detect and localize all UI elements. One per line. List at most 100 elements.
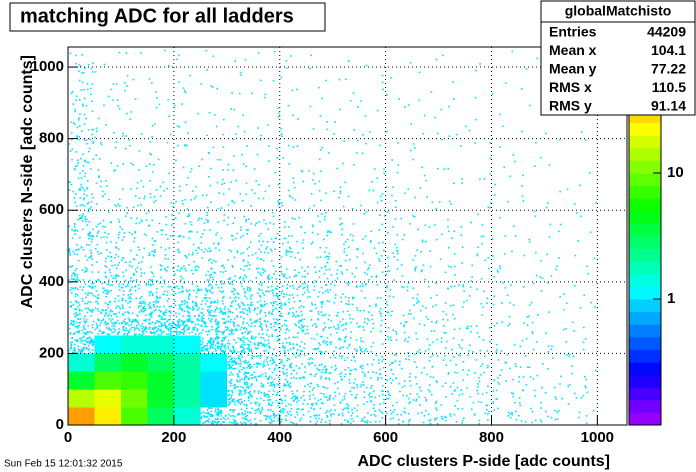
cell-dot bbox=[255, 379, 258, 382]
cell-dot bbox=[360, 348, 363, 350]
cell-dot bbox=[204, 344, 207, 347]
colorbar-band bbox=[629, 198, 661, 212]
cell-dot bbox=[398, 382, 400, 385]
cell-dot bbox=[246, 383, 248, 386]
cell-dot bbox=[320, 421, 322, 424]
cell-dot bbox=[467, 325, 469, 328]
cell-dot bbox=[207, 219, 209, 222]
cell-dot bbox=[79, 113, 81, 116]
cell-dot bbox=[128, 231, 131, 234]
cell-dot bbox=[181, 285, 184, 288]
heat-cell bbox=[341, 228, 355, 246]
cell-dot bbox=[174, 217, 177, 219]
cell-dot bbox=[240, 350, 243, 352]
cell-dot bbox=[245, 381, 248, 384]
cell-dot bbox=[151, 272, 154, 275]
cell-dot bbox=[268, 367, 271, 370]
cell-dot bbox=[471, 276, 473, 278]
cell-dot bbox=[262, 292, 264, 294]
cell-dot bbox=[344, 359, 346, 362]
cell-dot bbox=[311, 404, 314, 407]
heat-cell bbox=[413, 353, 439, 369]
cell-dot bbox=[340, 371, 343, 374]
cell-dot bbox=[416, 249, 418, 251]
heat-cell bbox=[234, 58, 247, 63]
cell-dot bbox=[254, 224, 257, 226]
cell-dot bbox=[332, 413, 335, 415]
cell-dot bbox=[155, 291, 158, 294]
cell-dot bbox=[122, 307, 124, 309]
heat-cell bbox=[547, 282, 565, 298]
cell-dot bbox=[269, 398, 272, 401]
cell-dot bbox=[310, 382, 313, 385]
heat-cell bbox=[307, 265, 333, 282]
cell-dot bbox=[231, 373, 234, 376]
heat-cell bbox=[404, 104, 410, 108]
cell-dot bbox=[259, 258, 262, 260]
cell-dot bbox=[142, 326, 145, 328]
cell-dot bbox=[281, 285, 284, 287]
cell-dot bbox=[161, 331, 164, 334]
cell-dot bbox=[86, 331, 88, 334]
cell-dot bbox=[178, 313, 180, 315]
cell-dot bbox=[244, 417, 246, 419]
cell-dot bbox=[134, 98, 137, 100]
cell-dot bbox=[79, 337, 81, 340]
cell-dot bbox=[245, 386, 248, 389]
cell-dot bbox=[160, 310, 162, 313]
cell-dot bbox=[391, 310, 393, 313]
heat-cell bbox=[498, 216, 515, 227]
cell-dot bbox=[234, 133, 237, 135]
cell-dot bbox=[313, 285, 316, 288]
cell-dot bbox=[382, 241, 384, 244]
cell-dot bbox=[283, 273, 286, 276]
cell-dot bbox=[232, 360, 234, 362]
cell-dot bbox=[113, 131, 115, 134]
cell-dot bbox=[334, 409, 337, 411]
cell-dot bbox=[162, 324, 165, 327]
cell-dot bbox=[327, 152, 330, 154]
cell-dot bbox=[134, 327, 137, 330]
cell-dot bbox=[205, 218, 208, 221]
cell-dot bbox=[482, 290, 485, 293]
cell-dot bbox=[197, 288, 200, 290]
cell-dot bbox=[215, 234, 217, 236]
cell-dot bbox=[392, 373, 395, 375]
cell-dot bbox=[73, 225, 76, 228]
cell-dot bbox=[140, 325, 142, 327]
cell-dot bbox=[227, 169, 229, 171]
cell-dot bbox=[206, 291, 209, 293]
cell-dot bbox=[309, 420, 312, 423]
cell-dot bbox=[409, 223, 411, 225]
cell-dot bbox=[348, 378, 351, 381]
heat-cell bbox=[122, 162, 148, 171]
cell-dot bbox=[105, 309, 108, 311]
heat-cell bbox=[573, 391, 589, 399]
cell-dot bbox=[336, 273, 338, 275]
cell-dot bbox=[296, 408, 298, 411]
cell-dot bbox=[221, 311, 223, 314]
cell-dot bbox=[386, 211, 389, 214]
cell-dot bbox=[378, 373, 381, 376]
cell-dot bbox=[242, 277, 245, 280]
cell-dot bbox=[387, 335, 389, 338]
cell-dot bbox=[405, 358, 407, 360]
cell-dot bbox=[220, 423, 222, 426]
cell-dot bbox=[502, 281, 504, 284]
cell-dot bbox=[273, 325, 275, 328]
cell-dot bbox=[122, 294, 125, 296]
heat-cell bbox=[178, 74, 192, 83]
cell-dot bbox=[409, 401, 411, 404]
cell-dot bbox=[71, 158, 73, 161]
cell-dot bbox=[325, 369, 327, 372]
cell-dot bbox=[356, 322, 358, 325]
cell-dot bbox=[427, 389, 430, 391]
cell-dot bbox=[229, 380, 232, 382]
heat-cell bbox=[518, 374, 543, 389]
cell-dot bbox=[151, 237, 154, 240]
heat-cell bbox=[390, 77, 392, 79]
cell-dot bbox=[368, 319, 370, 322]
cell-dot bbox=[342, 323, 345, 326]
cell-dot bbox=[298, 300, 301, 302]
cell-dot bbox=[309, 382, 312, 384]
